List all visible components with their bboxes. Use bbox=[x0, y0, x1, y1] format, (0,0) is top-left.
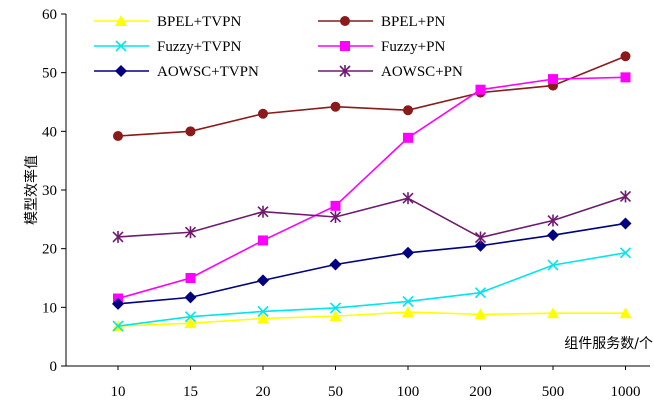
data-point bbox=[547, 229, 559, 242]
series-aowsc-tvpn bbox=[112, 217, 632, 310]
legend-label: Fuzzy+TVPN bbox=[157, 39, 241, 55]
y-axis-label: 模型效率值 bbox=[23, 155, 40, 225]
legend-marker bbox=[340, 16, 350, 26]
series-line bbox=[117, 76, 626, 300]
y-tick-label: 20 bbox=[42, 242, 57, 258]
y-tick-label: 60 bbox=[42, 7, 57, 23]
data-point bbox=[547, 259, 559, 271]
legend-marker bbox=[339, 65, 351, 77]
data-point bbox=[257, 205, 269, 218]
data-point bbox=[402, 306, 414, 318]
y-tick-label: 30 bbox=[42, 183, 57, 199]
x-tick-label: 20 bbox=[256, 384, 271, 400]
data-point bbox=[474, 287, 487, 299]
x-tick-label: 1000 bbox=[611, 384, 641, 400]
data-point bbox=[184, 317, 197, 329]
data-point bbox=[619, 190, 632, 203]
series-line bbox=[117, 195, 626, 239]
data-point bbox=[402, 192, 414, 205]
x-tick-label: 10 bbox=[111, 384, 126, 400]
data-point bbox=[474, 308, 487, 320]
data-point bbox=[258, 235, 268, 246]
data-point bbox=[475, 84, 486, 95]
data-point bbox=[619, 307, 632, 319]
data-point bbox=[330, 101, 341, 112]
series-line bbox=[117, 311, 626, 327]
data-point bbox=[185, 273, 196, 283]
data-point bbox=[620, 72, 631, 83]
data-point bbox=[112, 320, 124, 332]
y-tick-label: 40 bbox=[42, 124, 57, 140]
legend-marker bbox=[115, 40, 127, 52]
x-tick-label: 200 bbox=[469, 384, 492, 400]
series-fuzzy-tvpn bbox=[112, 247, 632, 332]
x-tick-label: 100 bbox=[397, 384, 420, 400]
data-point bbox=[112, 230, 124, 243]
x-tick-label: 50 bbox=[328, 384, 343, 400]
data-point bbox=[184, 291, 197, 304]
legend-item: AOWSC+PN bbox=[318, 64, 463, 80]
series-line bbox=[117, 222, 626, 305]
series-aowsc-pn bbox=[112, 190, 632, 244]
data-point bbox=[113, 131, 123, 142]
data-point bbox=[329, 302, 342, 314]
x-axis-label: 组件服务数/个 bbox=[564, 336, 653, 352]
series-line bbox=[117, 55, 626, 137]
data-point bbox=[329, 210, 342, 223]
legend-label: Fuzzy+PN bbox=[381, 39, 445, 55]
legend-item: AOWSC+TVPN bbox=[94, 64, 259, 80]
legend-item: Fuzzy+TVPN bbox=[94, 39, 241, 55]
legend-label: AOWSC+TVPN bbox=[157, 64, 259, 80]
series-bpel-tvpn bbox=[112, 306, 632, 332]
y-tick-label: 10 bbox=[42, 300, 57, 316]
series-layer bbox=[112, 51, 632, 332]
data-point bbox=[112, 297, 124, 310]
data-point bbox=[403, 105, 413, 116]
data-point bbox=[547, 214, 559, 227]
y-tick-label: 50 bbox=[42, 66, 57, 82]
data-point bbox=[619, 217, 632, 230]
legend-marker bbox=[115, 15, 127, 26]
data-point bbox=[402, 295, 414, 308]
data-point bbox=[474, 239, 487, 252]
data-point bbox=[329, 258, 342, 271]
x-tick-label: 500 bbox=[542, 384, 565, 400]
data-point bbox=[257, 312, 269, 324]
data-point bbox=[185, 126, 196, 137]
series-fuzzy-pn bbox=[113, 72, 631, 304]
series-bpel-pn bbox=[113, 51, 631, 142]
legend-item: BPEL+TVPN bbox=[94, 14, 241, 30]
data-point bbox=[329, 310, 342, 322]
x-tick-label: 15 bbox=[183, 384, 198, 400]
legend-item: BPEL+PN bbox=[318, 14, 445, 30]
data-point bbox=[257, 305, 269, 318]
legend-label: AOWSC+PN bbox=[381, 64, 463, 80]
data-point bbox=[474, 231, 487, 244]
data-point bbox=[402, 246, 414, 259]
data-point bbox=[619, 247, 632, 259]
axes: 0 10 20 30 40 50 60 10 15 20 50 100 200 500 1000 bbox=[42, 7, 650, 400]
data-point bbox=[330, 200, 341, 211]
legend-item: Fuzzy+PN bbox=[318, 39, 445, 55]
data-point bbox=[547, 307, 559, 319]
data-point bbox=[257, 274, 269, 287]
y-tick-label: 0 bbox=[50, 359, 58, 375]
legend-label: BPEL+PN bbox=[381, 14, 445, 30]
legend-label: BPEL+TVPN bbox=[157, 14, 241, 30]
series-line bbox=[117, 251, 626, 327]
legend-marker bbox=[340, 41, 350, 51]
data-point bbox=[258, 108, 268, 119]
data-point bbox=[548, 74, 558, 85]
legend: BPEL+TVPN BPEL+PN Fuzzy+TVPN Fuzzy+PN AOWSC+… bbox=[94, 14, 463, 80]
data-point bbox=[184, 226, 197, 239]
data-point bbox=[184, 311, 197, 323]
legend-marker bbox=[115, 65, 127, 77]
data-point bbox=[620, 51, 631, 62]
data-point bbox=[403, 132, 413, 143]
